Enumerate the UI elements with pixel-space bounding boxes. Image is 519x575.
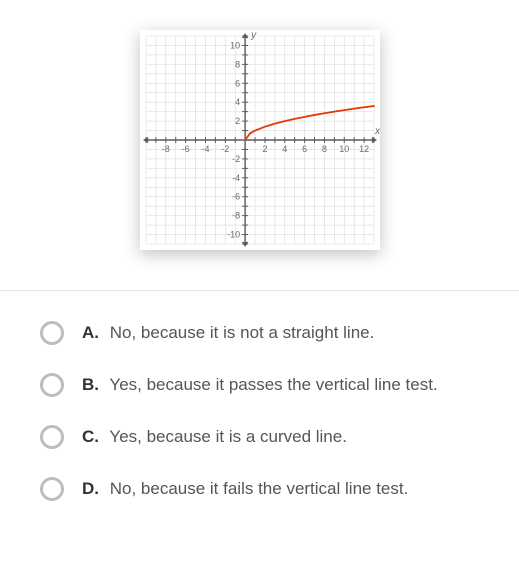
option-c-text: C. Yes, because it is a curved line. [82, 425, 347, 449]
option-b-letter: B. [82, 375, 99, 394]
svg-text:8: 8 [235, 59, 240, 69]
svg-text:-8: -8 [232, 211, 240, 221]
option-d-body: No, because it fails the vertical line t… [110, 479, 409, 498]
option-d-letter: D. [82, 479, 99, 498]
svg-text:2: 2 [235, 116, 240, 126]
svg-text:-6: -6 [232, 192, 240, 202]
svg-text:6: 6 [235, 78, 240, 88]
svg-text:-6: -6 [181, 144, 189, 154]
radio-d[interactable] [40, 477, 64, 501]
svg-text:4: 4 [235, 97, 240, 107]
option-d[interactable]: D. No, because it fails the vertical lin… [40, 477, 479, 501]
svg-text:-2: -2 [232, 154, 240, 164]
radio-a[interactable] [40, 321, 64, 345]
svg-text:-2: -2 [221, 144, 229, 154]
svg-text:10: 10 [339, 144, 349, 154]
graph-section: -8 -6 -4 -2 2 4 6 8 10 12 -10 -8 -6 -4 -2 2 4 6 8 10 x y [0, 0, 519, 291]
option-a-text: A. No, because it is not a straight line… [82, 321, 374, 345]
option-b-body: Yes, because it passes the vertical line… [109, 375, 437, 394]
svg-text:6: 6 [302, 144, 307, 154]
radio-c[interactable] [40, 425, 64, 449]
option-c-letter: C. [82, 427, 99, 446]
svg-text:y: y [250, 30, 257, 41]
function-graph: -8 -6 -4 -2 2 4 6 8 10 12 -10 -8 -6 -4 -2 2 4 6 8 10 x y [140, 30, 380, 250]
svg-text:-4: -4 [232, 173, 240, 183]
svg-text:-8: -8 [161, 144, 169, 154]
option-c[interactable]: C. Yes, because it is a curved line. [40, 425, 479, 449]
svg-text:2: 2 [262, 144, 267, 154]
option-a-letter: A. [82, 323, 99, 342]
svg-text:-4: -4 [201, 144, 209, 154]
svg-text:10: 10 [230, 40, 240, 50]
answer-options: A. No, because it is not a straight line… [0, 291, 519, 559]
option-a-body: No, because it is not a straight line. [110, 323, 375, 342]
svg-text:12: 12 [359, 144, 369, 154]
svg-text:x: x [374, 126, 380, 137]
graph-card: -8 -6 -4 -2 2 4 6 8 10 12 -10 -8 -6 -4 -2 2 4 6 8 10 x y [140, 30, 380, 250]
svg-text:-10: -10 [227, 230, 240, 240]
option-b[interactable]: B. Yes, because it passes the vertical l… [40, 373, 479, 397]
option-c-body: Yes, because it is a curved line. [109, 427, 347, 446]
option-a[interactable]: A. No, because it is not a straight line… [40, 321, 479, 345]
svg-text:8: 8 [321, 144, 326, 154]
option-b-text: B. Yes, because it passes the vertical l… [82, 373, 438, 397]
option-d-text: D. No, because it fails the vertical lin… [82, 477, 408, 501]
radio-b[interactable] [40, 373, 64, 397]
svg-text:4: 4 [282, 144, 287, 154]
